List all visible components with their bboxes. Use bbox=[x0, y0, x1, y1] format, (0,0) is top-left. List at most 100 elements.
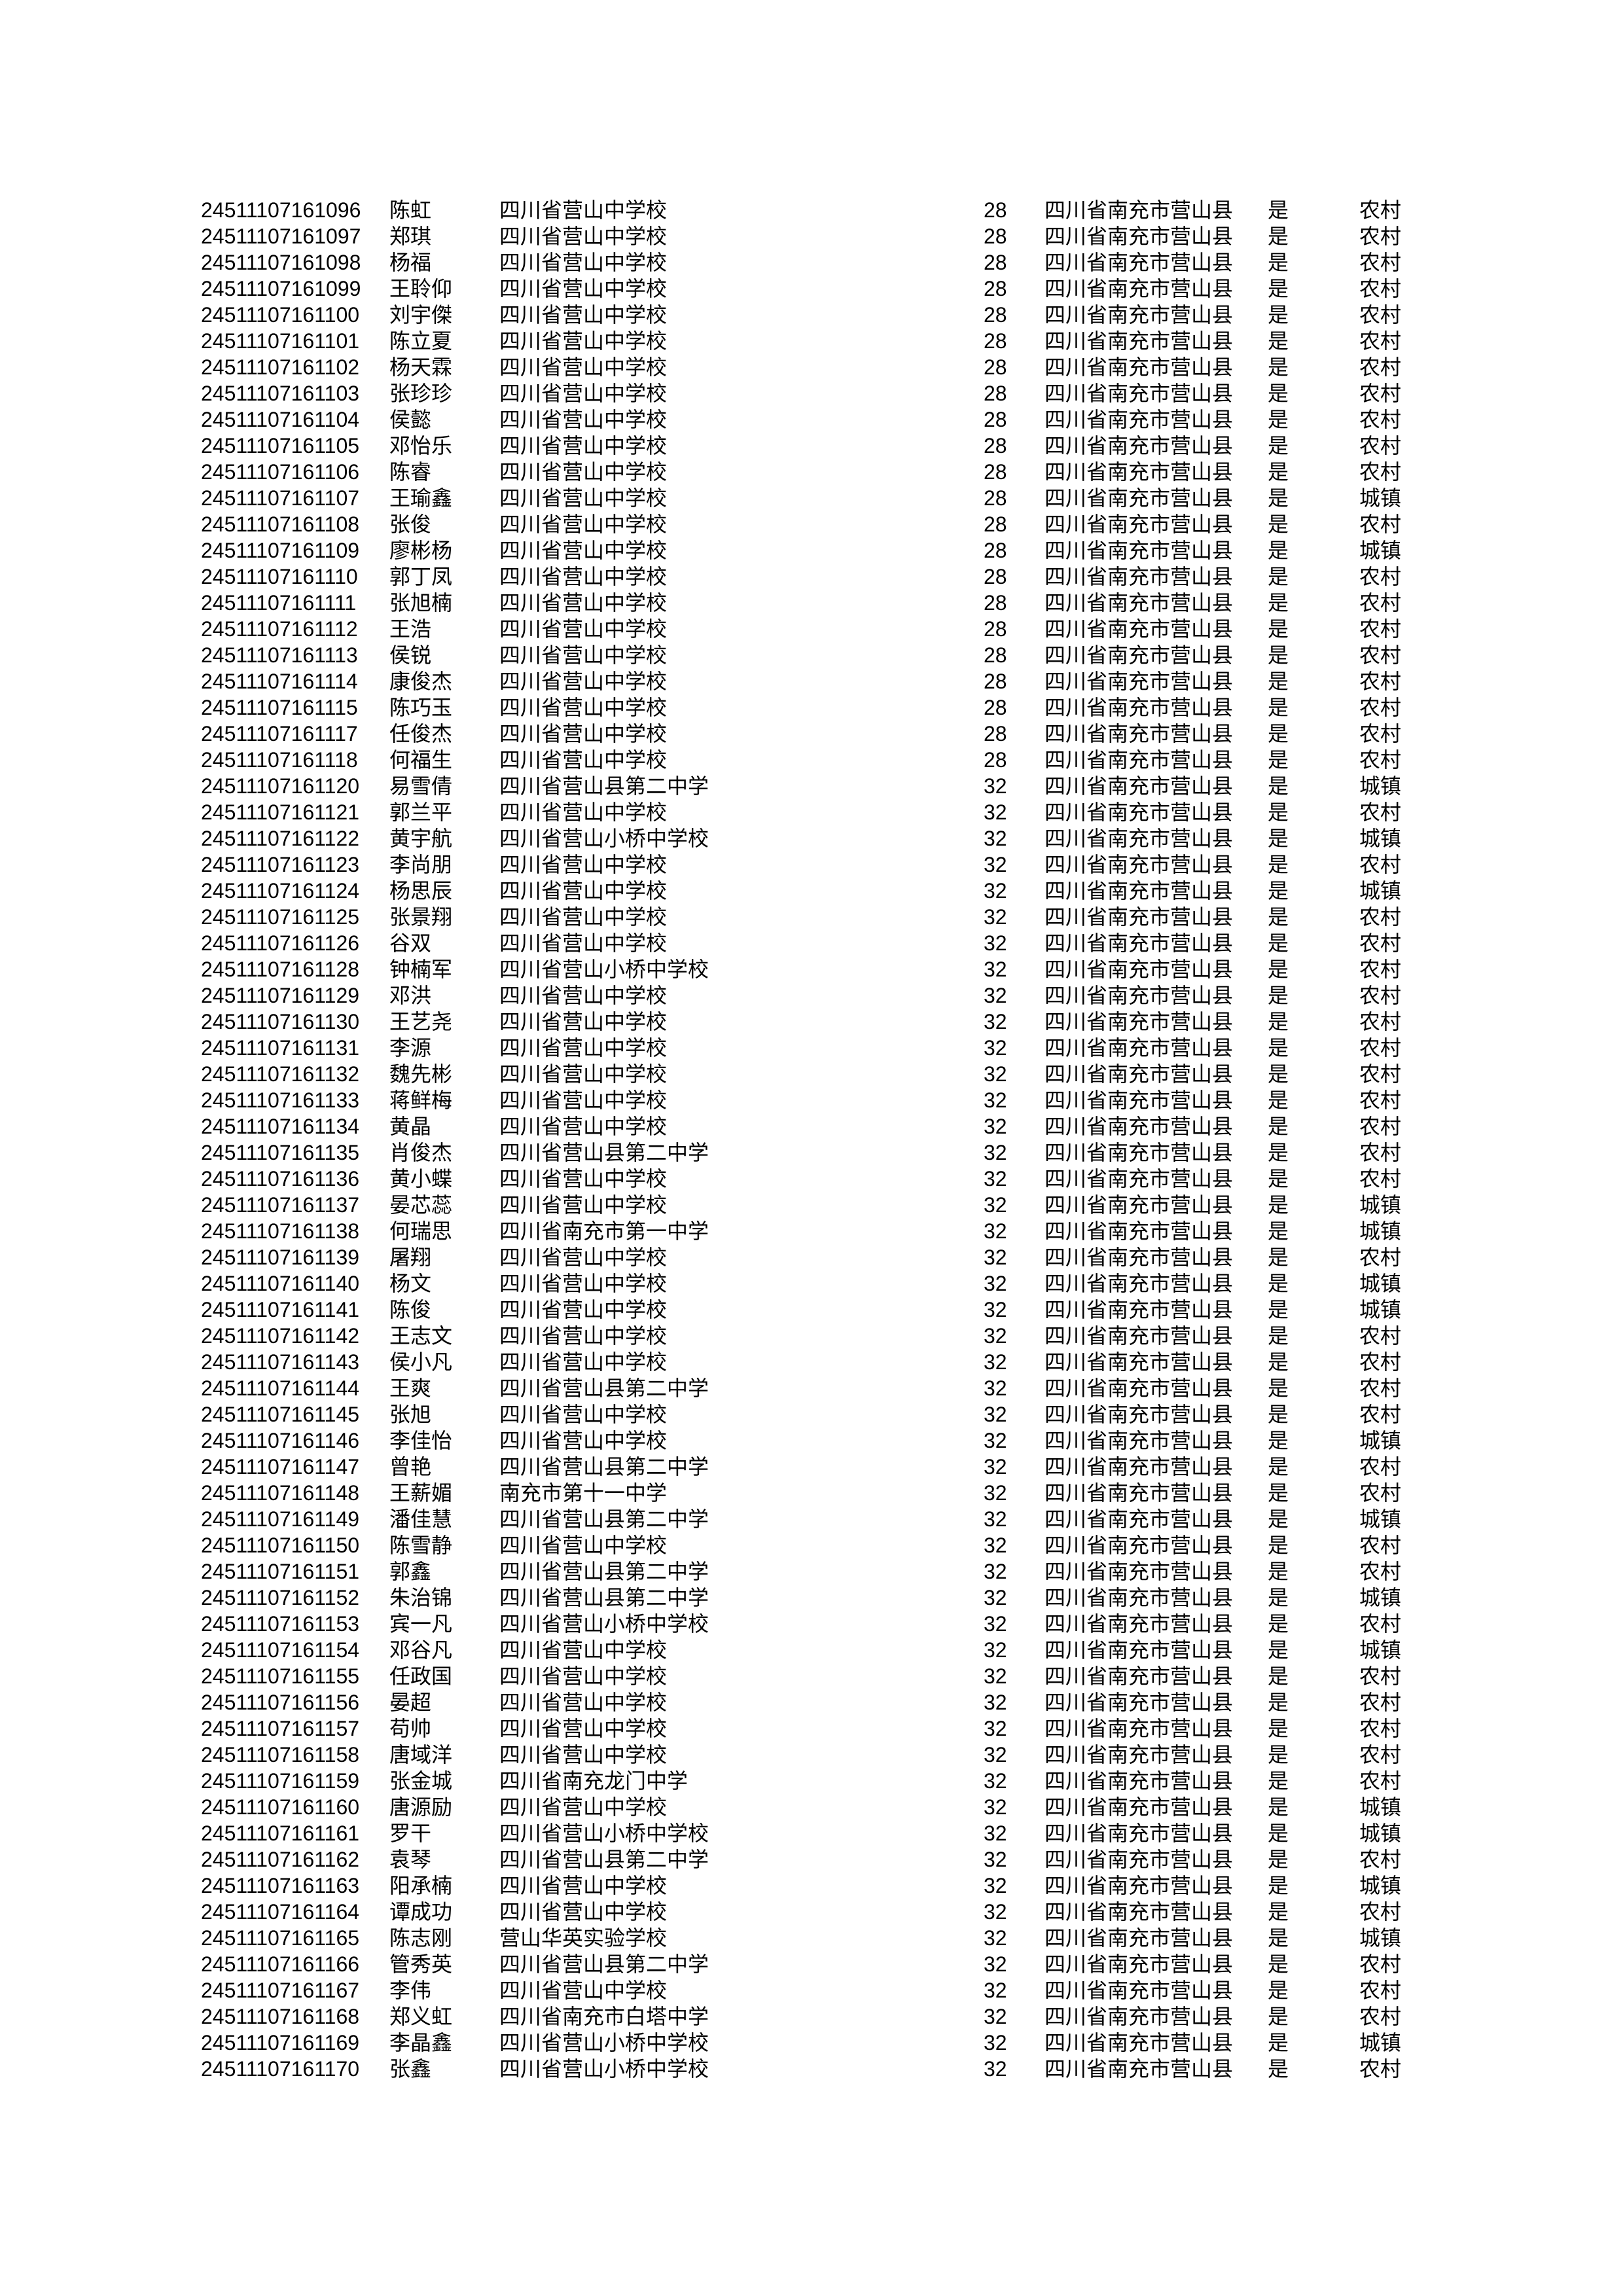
table-row: 24511107161165 陈志刚 营山华英实验学校 32 四川省南充市营山县 是 城镇 bbox=[0, 1925, 1623, 1951]
school-cell: 四川省营山中学校 bbox=[499, 853, 668, 876]
school-cell: 四川省营山中学校 bbox=[499, 1036, 668, 1060]
district-cell: 四川省南充市营山县 bbox=[1044, 1350, 1234, 1374]
school-cell: 四川省营山中学校 bbox=[499, 722, 668, 745]
district-cell: 四川省南充市营山县 bbox=[1044, 1036, 1234, 1060]
confirm-flag-cell: 是 bbox=[1268, 1141, 1289, 1164]
confirm-flag-cell: 是 bbox=[1268, 1769, 1289, 1793]
residence-type-cell: 农村 bbox=[1359, 1115, 1402, 1138]
school-cell: 四川省营山县第二中学 bbox=[499, 1848, 709, 1871]
score-cell: 32 bbox=[984, 931, 1007, 955]
residence-type-cell: 农村 bbox=[1359, 1246, 1402, 1269]
school-cell: 四川省营山中学校 bbox=[499, 1272, 668, 1295]
confirm-flag-cell: 是 bbox=[1268, 748, 1289, 772]
score-cell: 32 bbox=[984, 1455, 1007, 1479]
district-cell: 四川省南充市营山县 bbox=[1044, 1246, 1234, 1269]
district-cell: 四川省南充市营山县 bbox=[1044, 827, 1234, 850]
district-cell: 四川省南充市营山县 bbox=[1044, 355, 1234, 379]
candidate-id-cell: 24511107161167 bbox=[201, 1979, 360, 2002]
candidate-id-cell: 24511107161160 bbox=[201, 1795, 360, 1819]
score-cell: 28 bbox=[984, 382, 1007, 405]
school-cell: 四川省营山县第二中学 bbox=[499, 1455, 709, 1479]
score-cell: 32 bbox=[984, 2005, 1007, 2028]
table-row: 24511107161102 杨天霖 四川省营山中学校 28 四川省南充市营山县 是 农村 bbox=[0, 354, 1623, 380]
candidate-name-cell: 宾一凡 bbox=[389, 1612, 453, 1636]
candidate-id-cell: 24511107161154 bbox=[201, 1638, 360, 1662]
district-cell: 四川省南充市营山县 bbox=[1044, 1324, 1234, 1348]
candidate-name-cell: 王瑜鑫 bbox=[389, 486, 453, 510]
confirm-flag-cell: 是 bbox=[1268, 329, 1289, 353]
candidate-id-cell: 24511107161139 bbox=[201, 1246, 360, 1269]
table-row: 24511107161144 王爽 四川省营山县第二中学 32 四川省南充市营山县 是 农村 bbox=[0, 1375, 1623, 1401]
table-row: 24511107161151 郭鑫 四川省营山县第二中学 32 四川省南充市营山县 是 农村 bbox=[0, 1558, 1623, 1585]
table-row: 24511107161126 谷双 四川省营山中学校 32 四川省南充市营山县 是 农村 bbox=[0, 930, 1623, 956]
candidate-id-cell: 24511107161142 bbox=[201, 1324, 360, 1348]
district-cell: 四川省南充市营山县 bbox=[1044, 1298, 1234, 1321]
confirm-flag-cell: 是 bbox=[1268, 1219, 1289, 1243]
candidate-id-cell: 24511107161169 bbox=[201, 2031, 360, 2054]
confirm-flag-cell: 是 bbox=[1268, 1115, 1289, 1138]
table-row: 24511107161097 郑琪 四川省营山中学校 28 四川省南充市营山县 是 农村 bbox=[0, 223, 1623, 249]
candidate-id-cell: 24511107161108 bbox=[201, 512, 360, 536]
table-row: 24511107161111 张旭楠 四川省营山中学校 28 四川省南充市营山县 是 农村 bbox=[0, 590, 1623, 616]
candidate-name-cell: 肖俊杰 bbox=[389, 1141, 453, 1164]
candidate-id-cell: 24511107161103 bbox=[201, 382, 360, 405]
candidate-id-cell: 24511107161101 bbox=[201, 329, 360, 353]
school-cell: 四川省营山中学校 bbox=[499, 1979, 668, 2002]
confirm-flag-cell: 是 bbox=[1268, 670, 1289, 693]
score-cell: 32 bbox=[984, 1560, 1007, 1583]
confirm-flag-cell: 是 bbox=[1268, 617, 1289, 641]
table-row: 24511107161109 廖彬杨 四川省营山中学校 28 四川省南充市营山县 是 城镇 bbox=[0, 537, 1623, 564]
score-cell: 28 bbox=[984, 486, 1007, 510]
confirm-flag-cell: 是 bbox=[1268, 1481, 1289, 1505]
candidate-id-cell: 24511107161132 bbox=[201, 1062, 360, 1086]
residence-type-cell: 城镇 bbox=[1359, 1926, 1402, 1950]
table-row: 24511107161101 陈立夏 四川省营山中学校 28 四川省南充市营山县 是 农村 bbox=[0, 328, 1623, 354]
candidate-name-cell: 王浩 bbox=[389, 617, 432, 641]
confirm-flag-cell: 是 bbox=[1268, 696, 1289, 719]
district-cell: 四川省南充市营山县 bbox=[1044, 931, 1234, 955]
table-row: 24511107161112 王浩 四川省营山中学校 28 四川省南充市营山县 是 农村 bbox=[0, 616, 1623, 642]
score-cell: 32 bbox=[984, 1795, 1007, 1819]
candidate-name-cell: 钟楠军 bbox=[389, 958, 453, 981]
district-cell: 四川省南充市营山县 bbox=[1044, 1926, 1234, 1950]
district-cell: 四川省南充市营山县 bbox=[1044, 1088, 1234, 1112]
district-cell: 四川省南充市营山县 bbox=[1044, 1507, 1234, 1531]
school-cell: 四川省营山县第二中学 bbox=[499, 1586, 709, 1609]
confirm-flag-cell: 是 bbox=[1268, 958, 1289, 981]
table-row: 24511107161113 侯锐 四川省营山中学校 28 四川省南充市营山县 是 农村 bbox=[0, 642, 1623, 668]
candidate-name-cell: 屠翔 bbox=[389, 1246, 432, 1269]
district-cell: 四川省南充市营山县 bbox=[1044, 853, 1234, 876]
confirm-flag-cell: 是 bbox=[1268, 1638, 1289, 1662]
school-cell: 四川省营山中学校 bbox=[499, 1717, 668, 1740]
school-cell: 四川省营山中学校 bbox=[499, 1429, 668, 1452]
score-cell: 32 bbox=[984, 1115, 1007, 1138]
candidate-id-cell: 24511107161100 bbox=[201, 303, 360, 327]
table-row: 24511107161129 邓洪 四川省营山中学校 32 四川省南充市营山县 是 农村 bbox=[0, 982, 1623, 1009]
score-cell: 32 bbox=[984, 1821, 1007, 1845]
score-cell: 32 bbox=[984, 827, 1007, 850]
candidate-name-cell: 王艺尧 bbox=[389, 1010, 453, 1033]
district-cell: 四川省南充市营山县 bbox=[1044, 1455, 1234, 1479]
residence-type-cell: 城镇 bbox=[1359, 486, 1402, 510]
district-cell: 四川省南充市营山县 bbox=[1044, 722, 1234, 745]
confirm-flag-cell: 是 bbox=[1268, 853, 1289, 876]
confirm-flag-cell: 是 bbox=[1268, 2005, 1289, 2028]
score-cell: 32 bbox=[984, 1193, 1007, 1217]
table-row: 24511107161164 谭成功 四川省营山中学校 32 四川省南充市营山县 是 农村 bbox=[0, 1899, 1623, 1925]
residence-type-cell: 农村 bbox=[1359, 1403, 1402, 1426]
residence-type-cell: 城镇 bbox=[1359, 2031, 1402, 2054]
table-row: 24511107161099 王聆仰 四川省营山中学校 28 四川省南充市营山县 是 农村 bbox=[0, 276, 1623, 302]
candidate-id-cell: 24511107161145 bbox=[201, 1403, 360, 1426]
score-cell: 32 bbox=[984, 1743, 1007, 1767]
table-row: 24511107161133 蒋鲜梅 四川省营山中学校 32 四川省南充市营山县 是 农村 bbox=[0, 1087, 1623, 1113]
candidate-id-cell: 24511107161097 bbox=[201, 224, 361, 248]
district-cell: 四川省南充市营山县 bbox=[1044, 512, 1234, 536]
residence-type-cell: 农村 bbox=[1359, 2057, 1402, 2081]
school-cell: 四川省营山中学校 bbox=[499, 251, 668, 274]
confirm-flag-cell: 是 bbox=[1268, 486, 1289, 510]
school-cell: 四川省营山中学校 bbox=[499, 1795, 668, 1819]
candidate-id-cell: 24511107161107 bbox=[201, 486, 360, 510]
school-cell: 四川省南充市第一中学 bbox=[499, 1219, 709, 1243]
table-row: 24511107161131 李源 四川省营山中学校 32 四川省南充市营山县 是 农村 bbox=[0, 1035, 1623, 1061]
